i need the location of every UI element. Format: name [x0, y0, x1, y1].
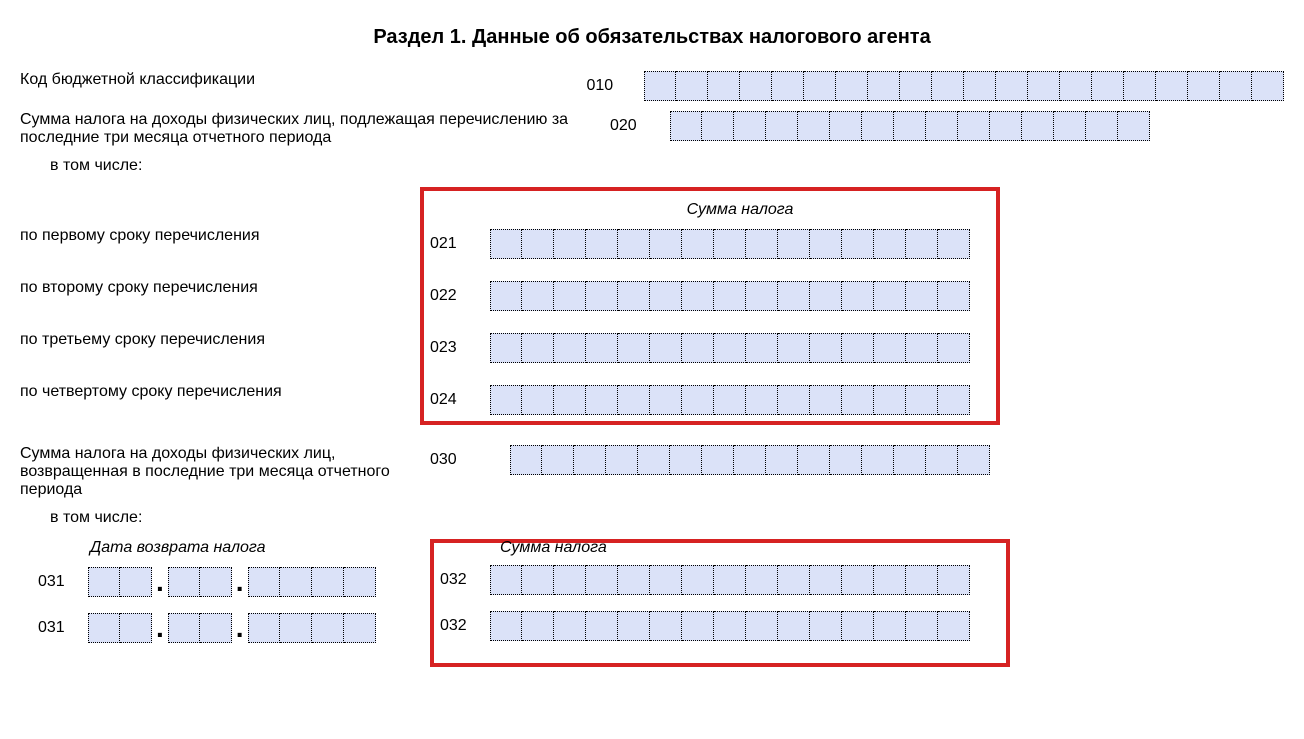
date-header: Дата возврата налога [20, 539, 430, 557]
return-section: Дата возврата налога 031..031.. Сумма на… [20, 539, 1284, 667]
row-010: Код бюджетной классификации 010 [20, 71, 1284, 101]
return-sum-code-0: 032 [440, 571, 490, 589]
return-day-1[interactable] [88, 613, 152, 643]
row-030: Сумма налога на доходы физических лиц, в… [20, 445, 1284, 499]
return-date-row-0: 031.. [20, 567, 430, 597]
dot-icon: . [232, 567, 248, 597]
periods-container: по первому сроку перечисления по второму … [20, 187, 1284, 425]
period-label-023: по третьему сроку перечисления [20, 325, 420, 355]
period-code-021: 021 [430, 235, 490, 253]
dot-icon: . [152, 567, 168, 597]
code-010: 010 [586, 71, 644, 95]
return-year-0[interactable] [248, 567, 376, 597]
period-row-023: 023 [430, 333, 990, 363]
period-label-022: по второму сроку перечисления [20, 273, 420, 303]
code-030: 030 [430, 445, 510, 469]
period-label-021: по первому сроку перечисления [20, 221, 420, 251]
period-row-024: 024 [430, 385, 990, 415]
dot-icon: . [232, 613, 248, 643]
return-month-1[interactable] [168, 613, 232, 643]
code-020: 020 [610, 111, 670, 135]
period-cells-024[interactable] [490, 385, 970, 415]
including-1: в том числе: [20, 157, 1284, 175]
return-date-code-0: 031 [20, 573, 88, 591]
return-month-0[interactable] [168, 567, 232, 597]
section-title: Раздел 1. Данные об обязательствах налог… [20, 26, 1284, 49]
period-code-023: 023 [430, 339, 490, 357]
cells-010[interactable] [644, 71, 1284, 101]
return-sum-cells-0[interactable] [490, 565, 970, 595]
return-sum-row-0: 032 [440, 565, 1000, 595]
period-cells-021[interactable] [490, 229, 970, 259]
return-date-code-1: 031 [20, 619, 88, 637]
sum-header-2: Сумма налога [440, 539, 1000, 557]
period-code-024: 024 [430, 391, 490, 409]
period-row-022: 022 [430, 281, 990, 311]
label-020: Сумма налога на доходы физических лиц, п… [20, 111, 610, 147]
periods-highlight-box: Сумма налога 021 022 023 024 [420, 187, 1000, 425]
label-030: Сумма налога на доходы физических лиц, в… [20, 445, 430, 499]
return-day-0[interactable] [88, 567, 152, 597]
label-010: Код бюджетной классификации [20, 71, 586, 89]
period-cells-022[interactable] [490, 281, 970, 311]
period-label-024: по четвертому сроку перечисления [20, 377, 420, 407]
including-2: в том числе: [20, 509, 1284, 527]
return-sum-code-1: 032 [440, 617, 490, 635]
period-cells-023[interactable] [490, 333, 970, 363]
return-sum-cells-1[interactable] [490, 611, 970, 641]
row-020: Сумма налога на доходы физических лиц, п… [20, 111, 1284, 147]
return-highlight-box: Сумма налога 032 032 [430, 539, 1010, 667]
cells-030[interactable] [510, 445, 990, 475]
dot-icon: . [152, 613, 168, 643]
return-date-row-1: 031.. [20, 613, 430, 643]
return-year-1[interactable] [248, 613, 376, 643]
period-row-021: 021 [430, 229, 990, 259]
return-sum-row-1: 032 [440, 611, 1000, 641]
period-code-022: 022 [430, 287, 490, 305]
sum-header-1: Сумма налога [490, 201, 990, 219]
cells-020[interactable] [670, 111, 1150, 141]
